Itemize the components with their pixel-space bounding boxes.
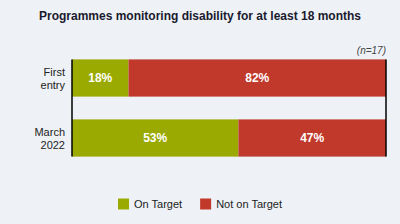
data-label: 53%	[143, 131, 167, 145]
category-label: March2022	[34, 126, 65, 151]
bar-segment	[129, 59, 386, 96]
bar-segment	[72, 119, 238, 156]
legend-item: On Target	[118, 198, 182, 210]
category-label-line: March	[34, 126, 65, 138]
category-label-line: 2022	[41, 139, 65, 151]
range-line	[71, 59, 73, 156]
annotation: (n=17)	[357, 45, 386, 56]
category-label-line: entry	[41, 79, 66, 91]
bar-segment	[72, 59, 129, 96]
legend-label: On Target	[134, 198, 182, 210]
data-label: 18%	[88, 71, 112, 85]
category-label: Firstentry	[41, 66, 66, 91]
category-label-line: First	[44, 66, 65, 78]
range-line	[385, 59, 387, 156]
data-label: 47%	[300, 131, 324, 145]
legend-item: Not on Target	[200, 198, 282, 210]
bars	[72, 59, 386, 156]
legend-swatch	[200, 199, 211, 210]
legend: On Target Not on Target	[118, 198, 282, 210]
legend-swatch	[118, 199, 129, 210]
bar-segment	[238, 119, 386, 156]
legend-label: Not on Target	[216, 198, 282, 210]
data-labels: 18% 82% 53% 47%	[88, 71, 324, 145]
title: Programmes monitoring disability for at …	[39, 9, 361, 23]
data-label: 82%	[245, 71, 269, 85]
